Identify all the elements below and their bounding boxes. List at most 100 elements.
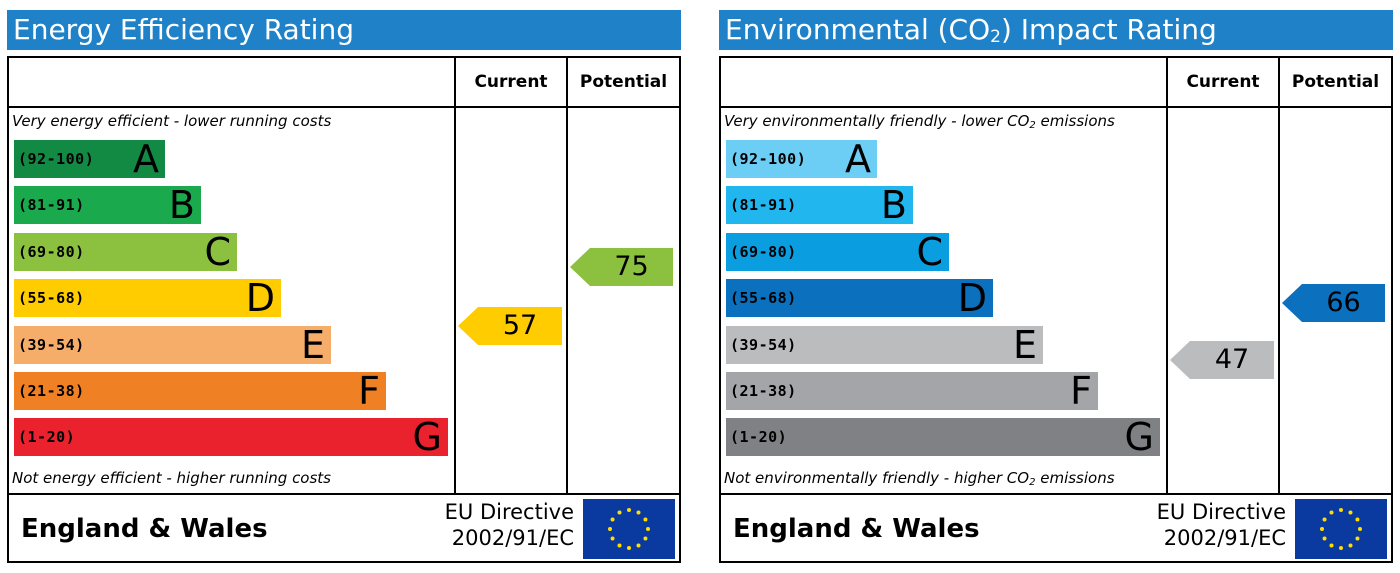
rating-band-e: (39-54) E xyxy=(726,322,1043,367)
band-letter-label: F xyxy=(358,369,380,413)
eu-star-icon xyxy=(617,510,622,515)
potential-rating-arrow: 66 xyxy=(1282,284,1385,323)
band-letter-label: E xyxy=(1012,322,1037,367)
band-range-label: (21-38) xyxy=(730,382,797,400)
eu-star-icon xyxy=(1339,508,1343,512)
potential-column-header: Potential xyxy=(1291,72,1380,92)
eu-star-icon xyxy=(1355,517,1360,522)
country-label: England & Wales xyxy=(21,514,268,544)
top-note: Very environmentally friendly - lower CO… xyxy=(724,112,1115,131)
rating-band-e: (39-54) E xyxy=(14,322,331,367)
eu-star-icon xyxy=(643,517,648,522)
band-range-label: (92-100) xyxy=(18,150,95,168)
header-divider xyxy=(721,106,1391,108)
band-range-label: (39-54) xyxy=(730,335,797,354)
directive-line-2: 2002/91/EC xyxy=(451,526,574,550)
eu-star-icon xyxy=(646,527,650,531)
eu-star-icon xyxy=(627,546,631,550)
rating-band-d: (55-68) D xyxy=(726,276,993,321)
country-label: England & Wales xyxy=(733,514,980,544)
potential-rating-arrow: 75 xyxy=(570,247,673,286)
potential-rating-value: 75 xyxy=(614,250,649,282)
band-letter-label: B xyxy=(880,183,907,228)
chart-title: Energy Efficiency Rating xyxy=(7,10,681,50)
directive-line-1: EU Directive xyxy=(1156,500,1286,524)
environmental-impact-panel: Environmental (CO2) Impact Rating Curren… xyxy=(719,10,1393,563)
column-divider xyxy=(454,58,456,495)
current-rating-arrow: 47 xyxy=(1170,340,1274,379)
rating-band-b: (81-91) B xyxy=(14,183,201,228)
rating-band-g: (1-20) G xyxy=(726,415,1160,460)
eu-flag-icon xyxy=(583,499,675,559)
rating-band-c: (69-80) C xyxy=(14,229,237,274)
band-range-label: (81-91) xyxy=(730,196,797,215)
bottom-note: Not environmentally friendly - higher CO… xyxy=(724,469,1115,488)
band-range-label: (21-38) xyxy=(18,382,85,400)
column-divider xyxy=(566,58,568,495)
band-range-label: (69-80) xyxy=(730,242,797,261)
band-letter-label: C xyxy=(916,229,943,274)
eu-star-icon xyxy=(610,517,615,522)
current-column-header: Current xyxy=(474,72,548,92)
band-range-label: (81-91) xyxy=(18,196,85,215)
chart-title: Environmental (CO2) Impact Rating xyxy=(719,10,1393,50)
directive-line-1: EU Directive xyxy=(444,500,574,524)
column-divider xyxy=(1166,58,1168,495)
rating-frame: Current Potential Very environmentally f… xyxy=(719,56,1393,563)
bottom-note: Not energy efficient - higher running co… xyxy=(12,469,331,487)
band-letter-label: A xyxy=(845,137,871,181)
eu-star-icon xyxy=(1322,517,1327,522)
eu-star-icon xyxy=(1320,527,1324,531)
rating-band-c: (69-80) C xyxy=(726,229,949,274)
eu-star-icon xyxy=(1348,543,1353,548)
band-range-label: (1-20) xyxy=(18,428,76,447)
footer-divider xyxy=(721,493,1391,495)
band-range-label: (1-20) xyxy=(730,428,788,447)
eu-star-icon xyxy=(627,508,631,512)
potential-rating-value: 66 xyxy=(1326,287,1361,319)
eu-star-icon xyxy=(610,536,615,541)
current-column-header: Current xyxy=(1186,72,1260,92)
rating-band-a: (92-100) A xyxy=(726,140,877,178)
eu-star-icon xyxy=(1339,546,1343,550)
eu-star-icon xyxy=(617,543,622,548)
band-letter-label: D xyxy=(957,276,987,321)
band-letter-label: D xyxy=(245,276,275,321)
band-range-label: (92-100) xyxy=(730,150,807,168)
eu-star-icon xyxy=(1358,527,1362,531)
band-letter-label: E xyxy=(300,322,325,367)
eu-star-icon xyxy=(643,536,648,541)
band-letter-label: C xyxy=(204,229,231,274)
band-letter-label: G xyxy=(412,415,442,460)
rating-band-g: (1-20) G xyxy=(14,415,448,460)
eu-star-icon xyxy=(636,543,641,548)
eu-directive: EU Directive 2002/91/EC xyxy=(404,499,574,551)
rating-frame: Current Potential Very energy efficient … xyxy=(7,56,681,563)
eu-star-icon xyxy=(1322,536,1327,541)
band-letter-label: F xyxy=(1070,369,1092,413)
header-divider xyxy=(9,106,679,108)
footer-divider xyxy=(9,493,679,495)
current-rating-value: 57 xyxy=(502,309,538,341)
band-letter-label: G xyxy=(1124,415,1154,460)
eu-star-icon xyxy=(608,527,612,531)
rating-band-b: (81-91) B xyxy=(726,183,913,228)
eu-star-icon xyxy=(1329,543,1334,548)
directive-line-2: 2002/91/EC xyxy=(1163,526,1286,550)
rating-band-a: (92-100) A xyxy=(14,140,165,178)
energy-efficiency-panel: Energy Efficiency Rating Current Potenti… xyxy=(7,10,681,563)
eu-star-icon xyxy=(1348,510,1353,515)
rating-band-d: (55-68) D xyxy=(14,276,281,321)
rating-band-f: (21-38) F xyxy=(726,372,1098,410)
potential-arrow-shape xyxy=(1282,284,1385,323)
band-letter-label: B xyxy=(168,183,195,228)
band-range-label: (69-80) xyxy=(18,242,85,261)
current-rating-arrow: 57 xyxy=(458,306,562,345)
potential-column-header: Potential xyxy=(579,72,668,92)
eu-star-icon xyxy=(1329,510,1334,515)
eu-directive: EU Directive 2002/91/EC xyxy=(1116,499,1286,551)
current-arrow-shape xyxy=(458,306,562,345)
potential-arrow-shape xyxy=(570,247,673,286)
band-letter-label: A xyxy=(133,137,159,181)
band-range-label: (55-68) xyxy=(18,289,85,308)
